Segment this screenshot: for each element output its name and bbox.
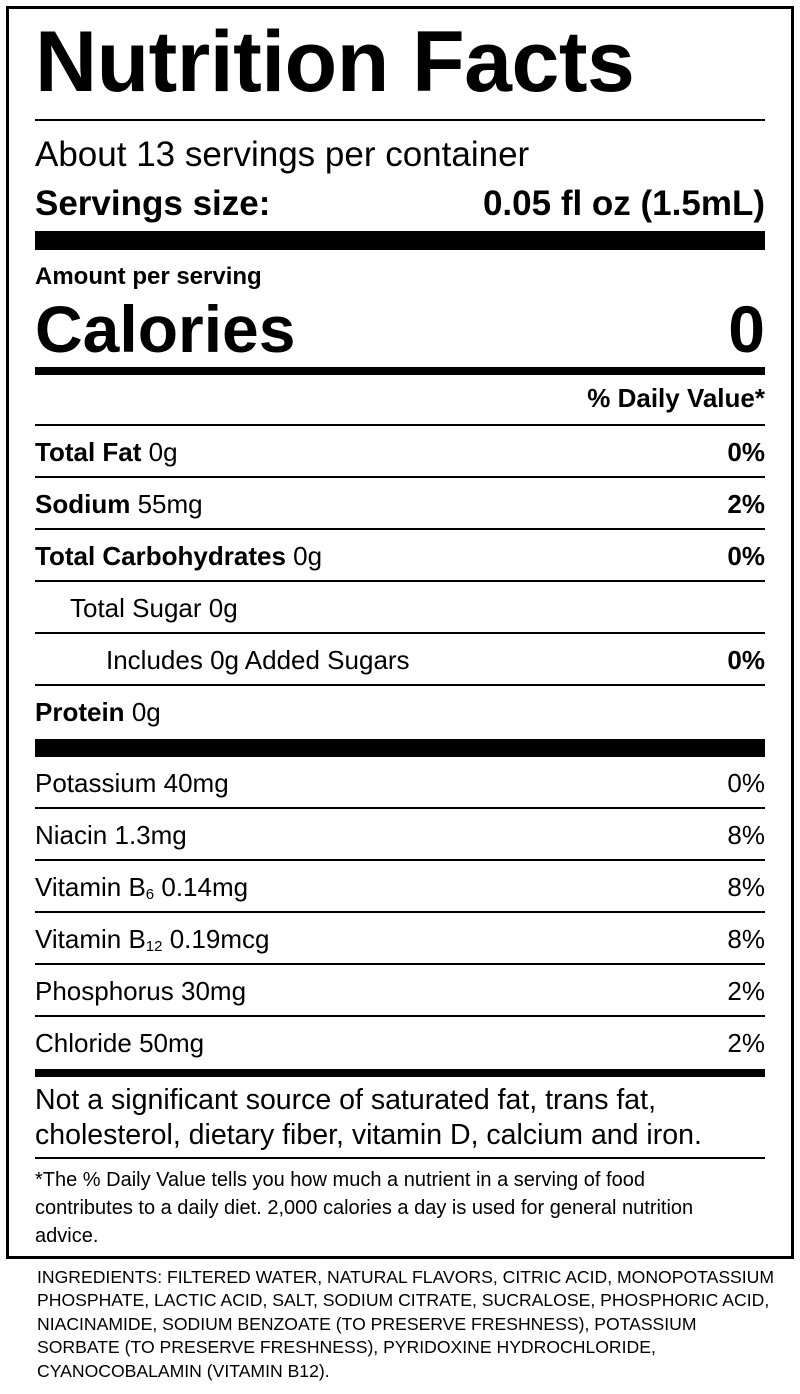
serving-size-value: 0.05 fl oz (1.5mL) [482, 184, 765, 223]
nutrient-row-sodium: Sodium 55mg 2% [35, 478, 765, 530]
nutrient-name: Protein [35, 696, 125, 727]
vitamin-row-phosphorus: Phosphorus 30mg 2% [35, 965, 765, 1017]
nutrition-label-border [6, 6, 794, 1259]
vitamin-subscript: 6 [145, 885, 155, 903]
nutrient-dv: 0% [727, 540, 765, 571]
nutrient-amount: 55mg [137, 488, 203, 519]
label-title: Nutrition Facts [35, 14, 635, 110]
vitamin-dv: 8% [727, 819, 765, 850]
vitamin-name: Phosphorus [35, 975, 174, 1006]
calories-value: 0 [728, 292, 765, 366]
nutrient-dv: 2% [727, 488, 765, 519]
divider [35, 1015, 765, 1017]
nutrient-row-total-fat: Total Fat 0g 0% [35, 426, 765, 478]
vitamin-name: Vitamin B [35, 871, 146, 902]
servings-per-container: About 13 servings per container [35, 135, 530, 174]
serving-size-row: Servings size: 0.05 fl oz (1.5mL) [35, 183, 765, 225]
vitamin-amount: 1.3mg [114, 819, 187, 850]
nutrient-name: Includes 0g Added Sugars [106, 644, 410, 675]
nutrient-name: Total Sugar 0g [70, 592, 238, 623]
vitamin-name: Chloride [35, 1027, 132, 1058]
nutrient-name: Total Fat [35, 436, 142, 467]
vitamin-dv: 8% [727, 871, 765, 902]
thick-divider [35, 231, 765, 250]
vitamin-amount: 40mg [163, 767, 229, 798]
divider [35, 684, 765, 686]
vitamin-row-b12: Vitamin B12 0.19mcg 8% [35, 913, 765, 965]
nutrient-name: Sodium [35, 488, 131, 519]
thick-divider [35, 739, 765, 757]
divider [35, 859, 765, 861]
amount-per-serving: Amount per serving [35, 263, 262, 290]
divider [35, 528, 765, 530]
divider [35, 424, 765, 426]
divider [35, 119, 765, 121]
nutrient-row-total-carbohydrates: Total Carbohydrates 0g 0% [35, 530, 765, 582]
vitamin-row-b6: Vitamin B6 0.14mg 8% [35, 861, 765, 913]
daily-value-footnote: *The % Daily Value tells you how much a … [35, 1169, 694, 1247]
vitamin-dv: 8% [727, 923, 765, 954]
serving-size-label: Servings size: [35, 184, 271, 223]
nutrient-amount: 0g [293, 540, 323, 571]
ingredients-list: INGREDIENTS: FILTERED WATER, NATURAL FLA… [37, 1267, 775, 1381]
divider [35, 807, 765, 809]
nutrient-dv: 0% [727, 436, 765, 467]
medium-divider [35, 367, 765, 375]
vitamin-name: Potassium [35, 767, 157, 798]
vitamin-amount: 0.14mg [161, 871, 249, 902]
nutrient-row-added-sugars: Includes 0g Added Sugars 0% [35, 634, 765, 686]
vitamin-row-chloride: Chloride 50mg 2% [35, 1017, 765, 1069]
vitamin-name: Niacin [35, 819, 108, 850]
vitamin-row-niacin: Niacin 1.3mg 8% [35, 809, 765, 861]
divider [35, 1157, 765, 1159]
calories-label: Calories [35, 292, 296, 366]
nutrient-dv: 0% [727, 644, 765, 675]
daily-value-header: % Daily Value* [587, 383, 765, 413]
divider [35, 963, 765, 965]
vitamin-subscript: 12 [145, 937, 163, 955]
calories-row: Calories 0 [35, 291, 765, 367]
nutrient-name: Total Carbohydrates [35, 540, 286, 571]
vitamin-dv: 2% [727, 975, 765, 1006]
vitamin-dv: 0% [727, 767, 765, 798]
divider [35, 476, 765, 478]
medium-divider [35, 1069, 765, 1077]
nutrient-amount: 0g [148, 436, 178, 467]
vitamin-dv: 2% [727, 1027, 765, 1058]
divider [35, 580, 765, 582]
nutrient-row-protein: Protein 0g [35, 686, 765, 738]
vitamin-amount: 50mg [139, 1027, 205, 1058]
divider [35, 911, 765, 913]
vitamin-amount: 30mg [181, 975, 247, 1006]
nutrient-amount: 0g [131, 696, 161, 727]
nutrient-row-total-sugar: Total Sugar 0g [35, 582, 765, 634]
not-significant-note: Not a significant source of saturated fa… [35, 1084, 702, 1151]
vitamin-row-potassium: Potassium 40mg 0% [35, 757, 765, 809]
vitamin-name: Vitamin B [35, 923, 146, 954]
vitamin-amount: 0.19mcg [169, 923, 270, 954]
divider [35, 632, 765, 634]
